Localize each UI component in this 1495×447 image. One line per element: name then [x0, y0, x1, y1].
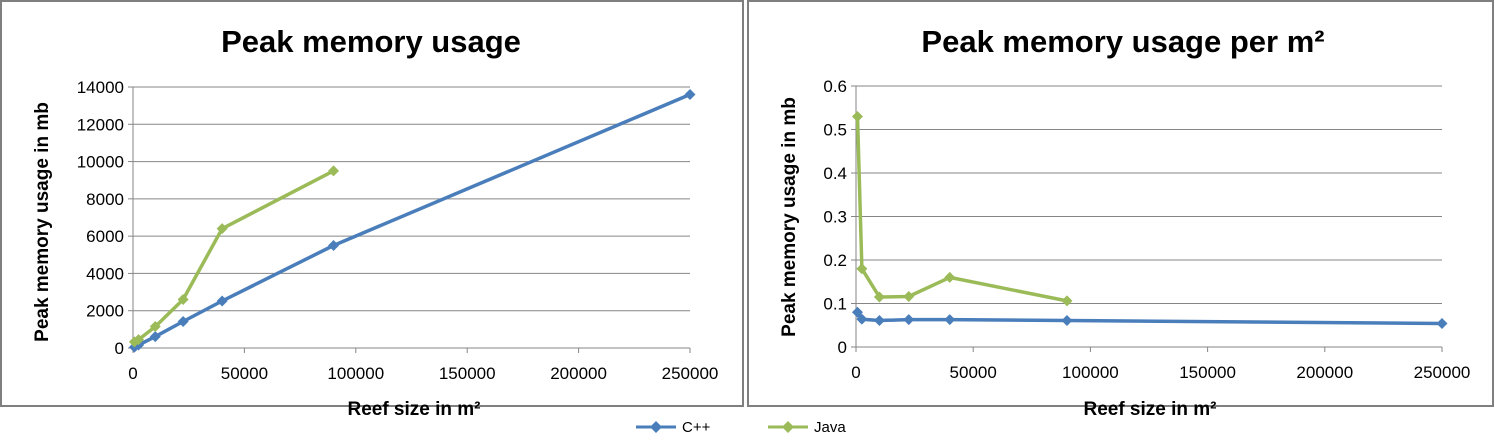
y-tick-label: 0.3 — [823, 208, 847, 227]
data-point-java — [328, 165, 340, 177]
data-point-cpp — [856, 313, 868, 325]
data-point-cpp — [1436, 318, 1448, 330]
y-tick-label: 6000 — [86, 227, 124, 246]
chart-title: Peak memory usage — [221, 24, 521, 59]
y-tick-label: 0.5 — [823, 121, 847, 140]
data-point-java — [216, 223, 228, 235]
x-axis-label: Reef size in m² — [347, 399, 480, 420]
data-point-cpp — [177, 316, 189, 328]
y-tick-label: 0 — [115, 339, 124, 358]
data-point-cpp — [944, 314, 956, 326]
panel-right-frame — [747, 0, 1494, 407]
panel-left: Peak memory usage Peak memory usage in m… — [0, 0, 744, 420]
legend-item-java: Java — [768, 419, 846, 436]
plot-area-right: 0 0.1 0.2 0.3 0.4 0.5 0.6 0 50000 100000 150000 200… — [823, 77, 1470, 382]
y-tick-label: 2000 — [86, 302, 124, 321]
y-axis-label: Peak memory usage in mb — [32, 102, 53, 342]
legend-label-cpp: C++ — [682, 419, 711, 436]
data-point-java — [944, 271, 956, 283]
data-point-cpp — [216, 295, 228, 307]
x-tick-label: 250000 — [1414, 363, 1471, 382]
data-point-java — [873, 291, 885, 303]
data-point-java — [1061, 295, 1073, 307]
x-tick-label: 50000 — [221, 364, 268, 383]
chart-title: Peak memory usage per m² — [921, 24, 1324, 59]
x-tick-label: 100000 — [327, 364, 384, 383]
y-tick-label: 0.4 — [823, 164, 847, 183]
data-point-cpp — [684, 88, 696, 100]
y-tick-label: 4000 — [86, 264, 124, 283]
x-tick-label: 200000 — [550, 364, 607, 383]
x-tick-label: 0 — [851, 363, 860, 382]
y-tick-label: 0.6 — [823, 77, 847, 96]
data-point-java — [149, 321, 161, 333]
data-point-cpp — [903, 314, 915, 326]
data-point-java — [177, 294, 189, 306]
x-tick-label: 50000 — [950, 363, 997, 382]
data-point-cpp — [851, 306, 863, 318]
legend: C++ Java — [636, 419, 846, 436]
y-tick-label: 10000 — [77, 153, 124, 172]
plot-area-left: 0 2000 4000 6000 8000 10000 12000 14000 0 50000 10… — [77, 78, 719, 383]
panel-left-frame — [0, 0, 744, 407]
data-point-java — [903, 291, 915, 303]
data-point-java — [851, 110, 863, 122]
x-tick-label: 100000 — [1062, 363, 1119, 382]
x-tick-label: 200000 — [1296, 363, 1353, 382]
x-axis-label: Reef size in m² — [1083, 399, 1216, 420]
data-point-cpp — [149, 331, 161, 343]
y-axis-label: Peak memory usage in mb — [779, 97, 800, 337]
y-tick-label: 12000 — [77, 115, 124, 134]
y-tick-label: 0.2 — [823, 251, 847, 270]
x-tick-label: 150000 — [439, 364, 496, 383]
y-tick-label: 8000 — [86, 190, 124, 209]
legend-item-cpp: C++ — [636, 419, 711, 436]
panel-right: Peak memory usage per m² Peak memory usa… — [747, 0, 1494, 420]
y-tick-label: 14000 — [77, 78, 124, 97]
x-tick-label: 250000 — [662, 364, 719, 383]
data-point-cpp — [1061, 314, 1073, 326]
legend-marker-java — [782, 421, 794, 433]
y-tick-label: 0 — [838, 338, 847, 357]
data-point-cpp — [328, 239, 340, 251]
x-tick-label: 150000 — [1179, 363, 1236, 382]
data-point-java — [856, 263, 868, 275]
data-point-cpp — [873, 314, 885, 326]
y-tick-label: 0.1 — [823, 295, 847, 314]
series-line-java — [855, 116, 1068, 303]
legend-marker-cpp — [650, 421, 662, 433]
data-point-java — [133, 334, 145, 346]
x-tick-label: 0 — [128, 364, 137, 383]
legend-label-java: Java — [814, 419, 846, 436]
